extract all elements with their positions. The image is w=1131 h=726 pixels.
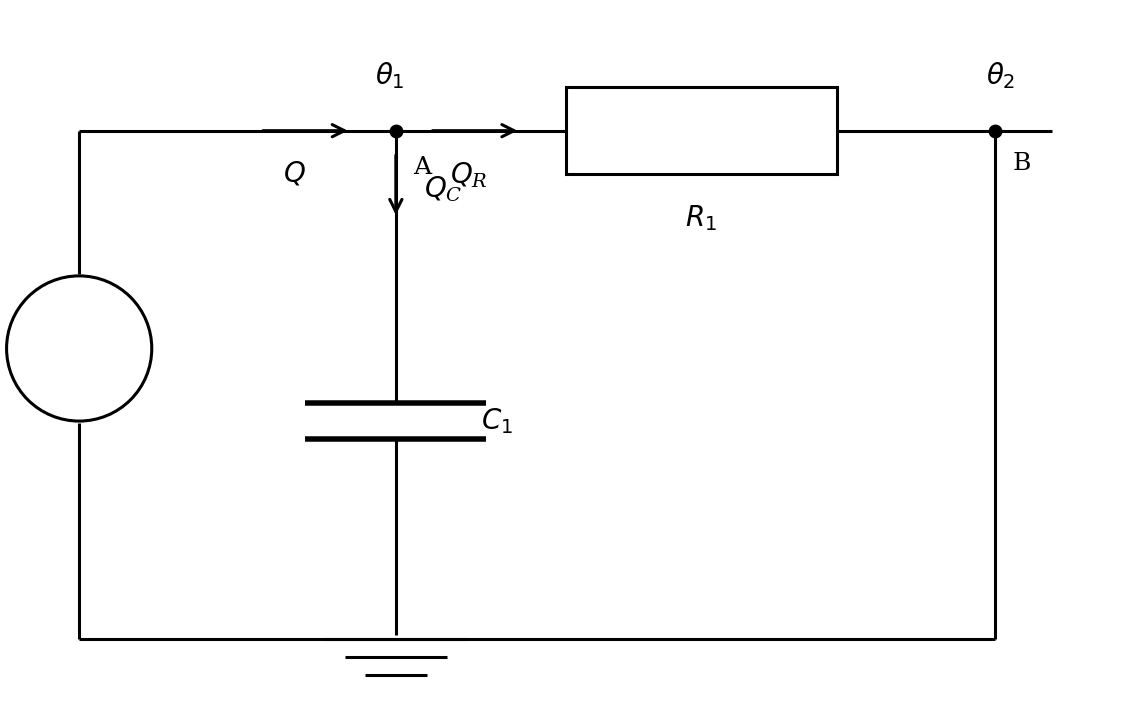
Text: $\theta_1$: $\theta_1$ (375, 60, 405, 91)
Text: A: A (413, 156, 431, 179)
Text: $C_1$: $C_1$ (481, 406, 512, 436)
Text: B: B (1012, 152, 1030, 176)
Circle shape (7, 276, 152, 421)
Text: $R_1$: $R_1$ (685, 203, 717, 233)
Bar (566, 87, 837, 174)
Text: $Q$: $Q$ (283, 160, 305, 188)
Text: $Q_{\mathregular{C}}$: $Q_{\mathregular{C}}$ (424, 174, 463, 204)
Text: $\theta_2$: $\theta_2$ (986, 60, 1016, 91)
Text: $Q_{\mathregular{R}}$: $Q_{\mathregular{R}}$ (450, 160, 489, 189)
